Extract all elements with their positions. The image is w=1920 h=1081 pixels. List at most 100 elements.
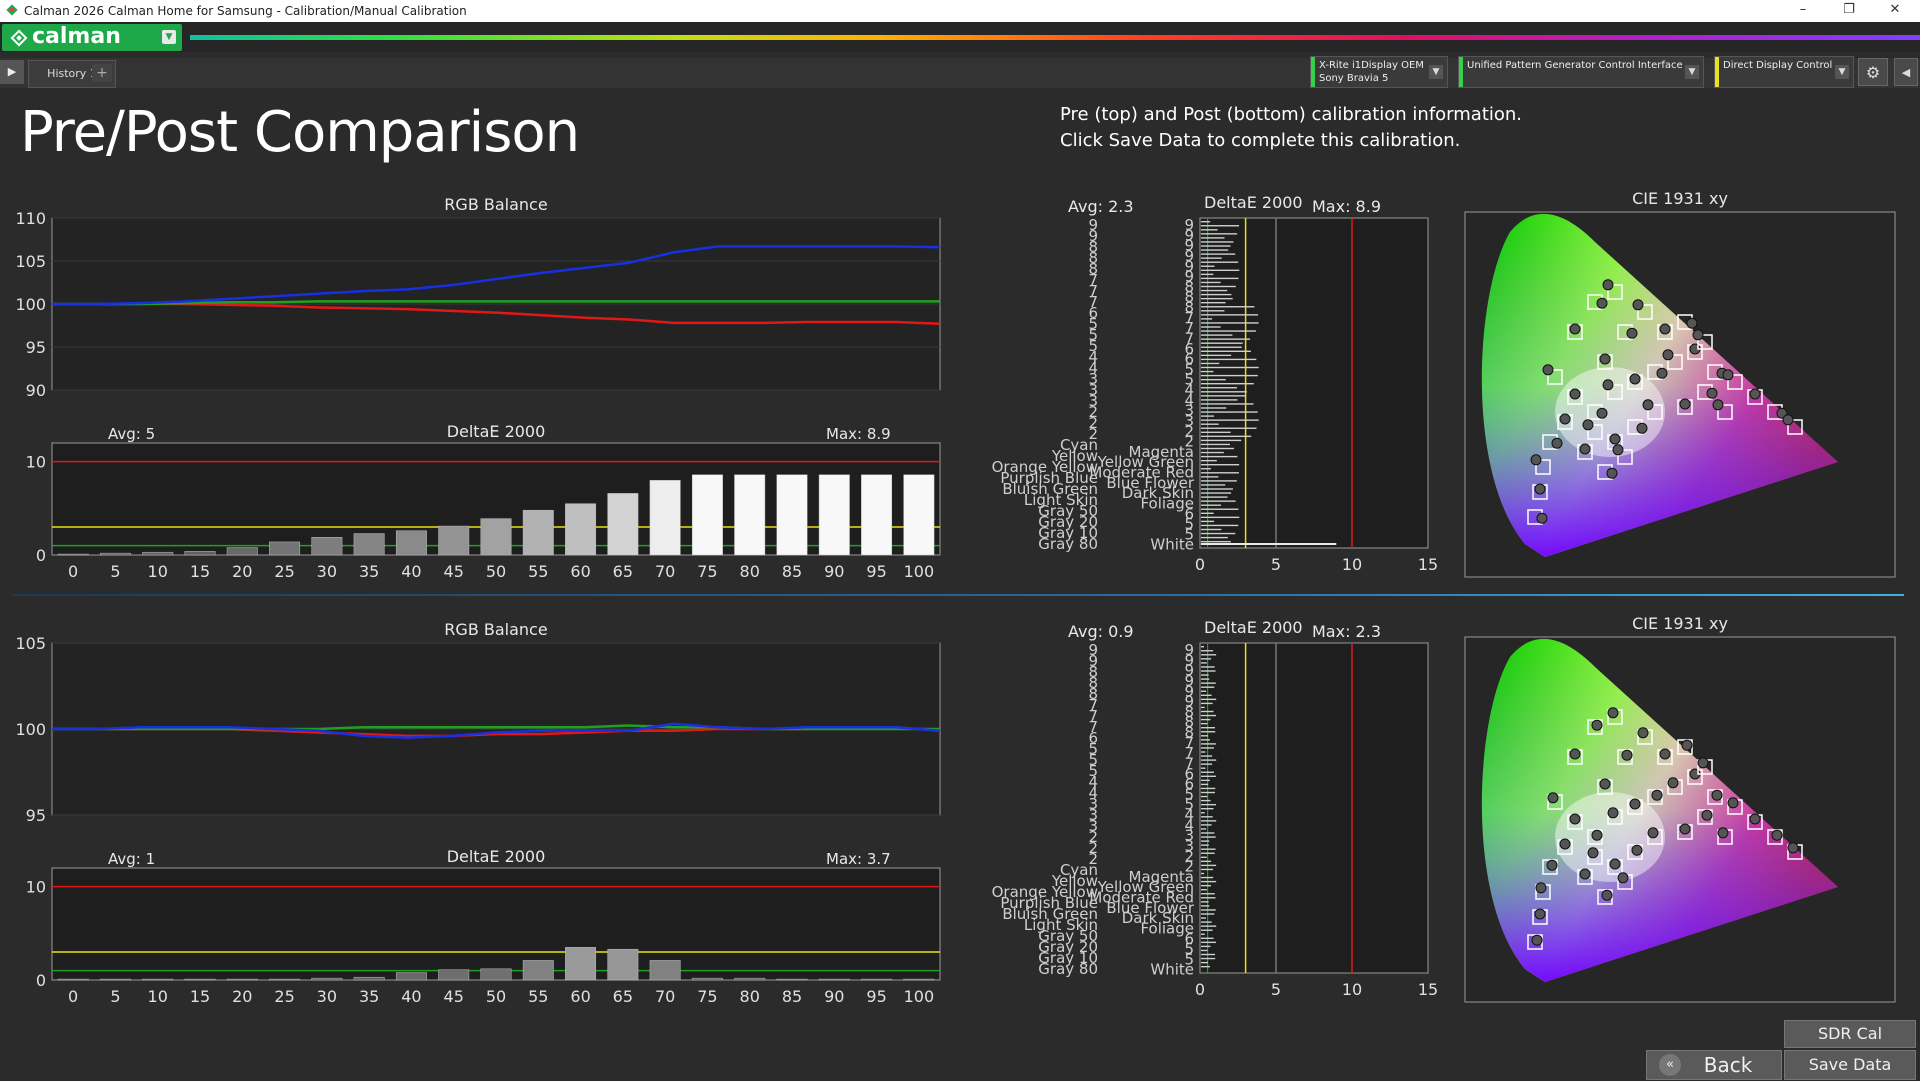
- deltae-hbar: [1201, 775, 1216, 777]
- deltae-hbar: [1201, 447, 1234, 450]
- maximize-button[interactable]: ❐: [1843, 2, 1855, 17]
- x-tick-label: 35: [359, 562, 379, 581]
- back-button[interactable]: « Back: [1646, 1050, 1782, 1080]
- x-tick-label: 10: [148, 987, 168, 1006]
- left-category-label: Gray 80: [1038, 535, 1098, 553]
- deltae-hbar: [1201, 714, 1217, 717]
- deltae-hbar: [1201, 512, 1214, 514]
- deltae-bar: [142, 978, 174, 981]
- deltae-hbar: [1201, 678, 1210, 680]
- deltae-bar: [607, 948, 639, 981]
- measured-point: [1536, 512, 1548, 524]
- deltae-hbar: [1201, 354, 1232, 357]
- deltae-hbar: [1201, 350, 1251, 352]
- target-marker: [1667, 354, 1683, 370]
- left-category-label: 4: [1088, 348, 1098, 366]
- y-tick-label: 100: [15, 720, 46, 739]
- plot-area: [51, 867, 941, 981]
- right-category-label: 8: [1184, 703, 1194, 721]
- deltae-hbar: [1201, 937, 1214, 939]
- sdr-cal-button[interactable]: SDR Cal: [1784, 1020, 1916, 1048]
- calman-logo-menu[interactable]: calman ▼: [2, 24, 182, 51]
- deltae-hbar: [1201, 860, 1212, 863]
- chevron-down-icon: ▼: [1429, 65, 1443, 79]
- left-category-label: Orange Yellow: [992, 458, 1098, 476]
- pre-cie-chart: CIE 1931 xy: [1464, 189, 1896, 578]
- right-category-label: 5: [1184, 940, 1194, 958]
- save-data-button[interactable]: Save Data: [1784, 1050, 1916, 1080]
- deltae-hbar: [1201, 767, 1206, 769]
- x-tick-label: 85: [782, 987, 802, 1006]
- x-tick-label: 100: [904, 562, 935, 581]
- deltae-hbar: [1201, 411, 1258, 413]
- deltae-bar: [99, 552, 131, 556]
- measured-point: [1531, 934, 1543, 946]
- rainbow-strip: [190, 35, 1920, 40]
- measured-point: [1717, 827, 1729, 839]
- deltae-hbar: [1201, 261, 1239, 263]
- meter-selector[interactable]: X-Rite i1Display OEM Sony Bravia 5 ▼: [1310, 56, 1448, 88]
- add-tab-button[interactable]: +: [92, 64, 112, 82]
- left-category-label: Gray 20: [1038, 938, 1098, 956]
- deltae-bar: [311, 977, 343, 981]
- deltae-hbar: [1201, 508, 1239, 510]
- pattern-generator-selector[interactable]: Unified Pattern Generator Control Interf…: [1458, 56, 1704, 88]
- right-category-label: 6: [1184, 350, 1194, 368]
- x-tick-label: 65: [613, 987, 633, 1006]
- deltae-hbar: [1201, 492, 1232, 494]
- deltae-hbar: [1201, 868, 1214, 871]
- x-tick-label: 60: [570, 987, 590, 1006]
- deltae-hbar: [1201, 314, 1259, 316]
- chart-title: DeltaE 2000: [1204, 618, 1303, 637]
- window-title: Calman 2026 Calman Home for Samsung - Ca…: [24, 4, 467, 18]
- deltae-hbar: [1201, 787, 1216, 790]
- deltae-hbar: [1201, 710, 1214, 713]
- deltae-hbar: [1201, 334, 1233, 336]
- x-tick-label: 90: [824, 987, 844, 1006]
- x-tick-label: 70: [655, 987, 675, 1006]
- left-category-label: 4: [1088, 359, 1098, 377]
- chart-title: DeltaE 2000: [1204, 193, 1303, 212]
- left-category-label: 9: [1088, 641, 1098, 659]
- deltae-hbar: [1201, 395, 1247, 397]
- deltae-hbar: [1201, 953, 1216, 956]
- measured-point: [1659, 323, 1671, 335]
- measured-point: [1569, 813, 1581, 825]
- minimize-button[interactable]: –: [1799, 2, 1807, 17]
- post-cie-chart: CIE 1931 xy: [1464, 614, 1896, 1003]
- left-category-label: 6: [1088, 729, 1098, 747]
- deltae-hbar: [1201, 431, 1231, 433]
- collapse-panel-icon[interactable]: ◀: [1894, 58, 1918, 86]
- close-button[interactable]: ✕: [1889, 2, 1901, 17]
- gear-icon[interactable]: ⚙: [1858, 58, 1888, 86]
- left-category-label: Yellow: [1051, 447, 1098, 465]
- deltae-hbar: [1201, 941, 1217, 944]
- right-category-label: 9: [1184, 651, 1194, 669]
- deltae-hbar: [1201, 880, 1217, 883]
- deltae-hbar: [1201, 289, 1228, 292]
- deltae-hbar: [1201, 480, 1237, 482]
- display-control-selector[interactable]: Direct Display Control ▼: [1714, 56, 1854, 88]
- left-category-label: Cyan: [1060, 436, 1098, 454]
- plot-area: [1199, 642, 1429, 974]
- target-marker: [1787, 419, 1803, 435]
- right-category-label: 8: [1184, 299, 1194, 317]
- x-tick-label: 55: [528, 562, 548, 581]
- measured-point: [1722, 369, 1734, 381]
- play-icon[interactable]: ▶: [0, 60, 24, 84]
- y-tick-label: 105: [15, 252, 46, 271]
- target-marker: [1717, 404, 1733, 420]
- x-tick-label: 95: [866, 562, 886, 581]
- measured-point: [1547, 792, 1559, 804]
- deltae-hbar: [1201, 658, 1212, 660]
- deltae-hbar: [1201, 929, 1213, 931]
- right-category-label: 9: [1184, 641, 1194, 659]
- measured-point: [1659, 748, 1671, 760]
- measured-point: [1591, 829, 1603, 841]
- deltae-bar: [734, 977, 766, 981]
- deltae-hbar: [1201, 443, 1230, 446]
- right-category-label: 9: [1184, 682, 1194, 700]
- deltae-hbar: [1201, 702, 1213, 705]
- x-tick-label: 40: [401, 562, 421, 581]
